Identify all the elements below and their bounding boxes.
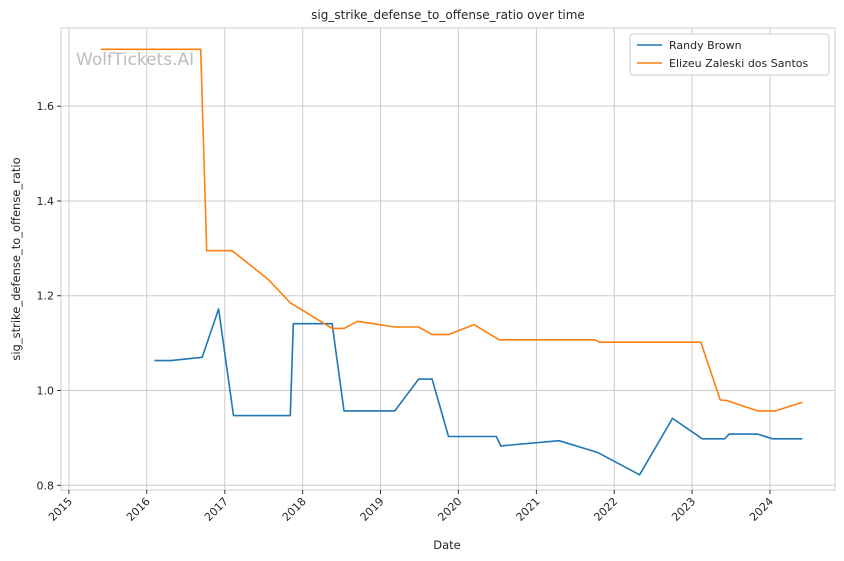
legend-label-randy-brown: Randy Brown <box>669 39 742 52</box>
series-line-elizeu-zaleski-dos-santos <box>100 48 803 412</box>
grid <box>61 28 835 490</box>
y-tick-label-0-8: 0.8 <box>37 479 55 492</box>
plot-area <box>60 27 836 491</box>
watermark: WolfTickets.AI <box>76 50 194 70</box>
y-tick-label-1-4: 1.4 <box>37 195 55 208</box>
y-axis-ticks: 0.8 1.0 1.2 1.4 1.6 <box>37 100 61 492</box>
y-tick-label-1-2: 1.2 <box>37 290 55 303</box>
y-tick-label-1-6: 1.6 <box>37 100 55 113</box>
series-lines <box>100 48 803 476</box>
chart-title: sig_strike_defense_to_offense_ratio over… <box>311 8 585 22</box>
series-line-randy-brown <box>154 308 803 476</box>
legend-box <box>629 33 830 76</box>
y-tick-label-1-0: 1.0 <box>37 384 55 397</box>
legend: Randy Brown Elizeu Zaleski dos Santos <box>629 33 830 76</box>
y-axis-title: sig_strike_defense_to_offense_ratio <box>9 157 23 360</box>
x-axis-title: Date <box>433 538 461 552</box>
legend-label-elizeu-zaleski-dos-santos: Elizeu Zaleski dos Santos <box>669 57 809 70</box>
